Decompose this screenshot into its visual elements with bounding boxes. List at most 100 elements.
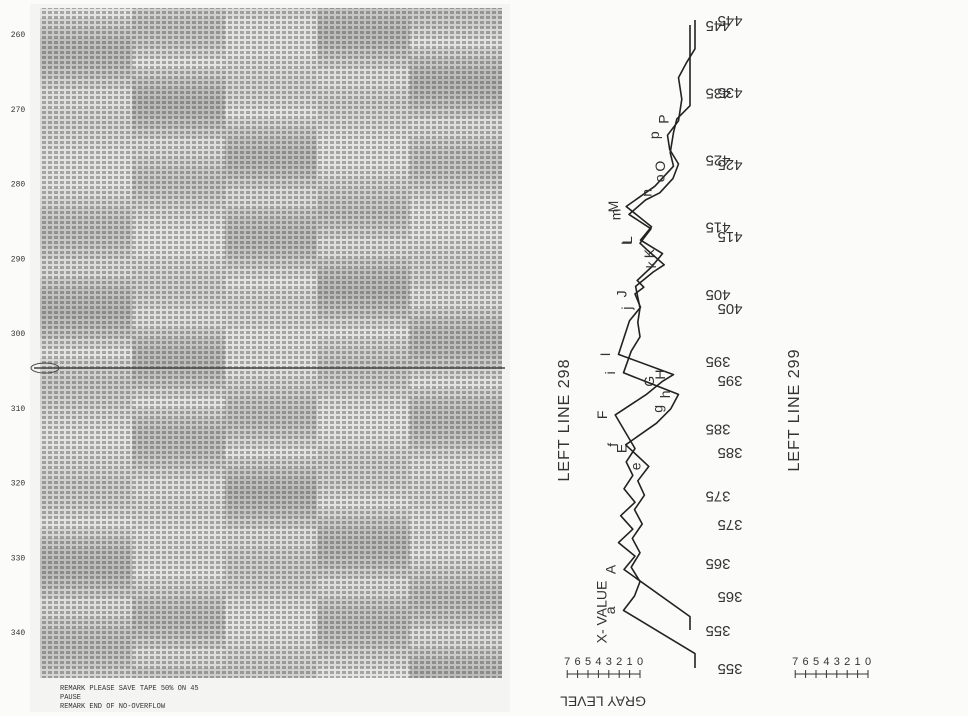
print-shade (132, 328, 224, 338)
print-shade (132, 238, 224, 248)
print-shade (317, 638, 409, 648)
print-shade (410, 58, 502, 68)
print-shade (40, 258, 132, 268)
print-shade (132, 98, 224, 108)
print-shade (40, 328, 132, 338)
print-shade (317, 198, 409, 208)
print-shade (317, 468, 409, 478)
print-shade (132, 608, 224, 618)
print-shade (40, 488, 132, 498)
print-shade (132, 378, 224, 388)
point-label: a (602, 606, 618, 614)
print-shade (40, 148, 132, 158)
x-tick-label: 385 (705, 420, 730, 437)
print-shade (40, 588, 132, 598)
print-shade (317, 288, 409, 298)
print-shade (317, 88, 409, 98)
print-shade (410, 628, 502, 638)
print-shade (132, 428, 224, 438)
print-shade (317, 8, 409, 18)
print-shade (317, 498, 409, 508)
print-shade (317, 378, 409, 388)
print-shade (317, 128, 409, 138)
print-shade (410, 408, 502, 418)
print-shade (132, 318, 224, 328)
print-shade (410, 438, 502, 448)
print-shade (132, 298, 224, 308)
print-shade (410, 8, 502, 18)
print-shade (225, 338, 317, 348)
print-shade (410, 18, 502, 28)
print-shade (225, 138, 317, 148)
point-label: P (656, 114, 672, 123)
point-label: l (619, 242, 635, 245)
print-shade (317, 118, 409, 128)
print-shade (132, 458, 224, 468)
print-shade (40, 28, 132, 38)
print-shade (225, 578, 317, 588)
print-shade (40, 218, 132, 228)
print-shade (132, 408, 224, 418)
print-shade (132, 218, 224, 228)
print-shade (410, 428, 502, 438)
print-shade (410, 278, 502, 288)
scale-tick-label: 4 (823, 656, 829, 668)
print-shade (132, 48, 224, 58)
print-shade (132, 558, 224, 568)
print-shade (410, 468, 502, 478)
print-shade (317, 138, 409, 148)
print-shade (132, 68, 224, 78)
print-shade (132, 578, 224, 588)
print-shade (132, 498, 224, 508)
print-shade (225, 58, 317, 68)
row-label: 310 (11, 405, 26, 414)
print-shade (225, 68, 317, 78)
print-shade (317, 558, 409, 568)
point-label: h (657, 391, 673, 399)
print-shade (40, 358, 132, 368)
print-shade (132, 638, 224, 648)
print-shade (40, 108, 132, 118)
print-shade (40, 388, 132, 398)
print-shade (225, 258, 317, 268)
print-shade (317, 38, 409, 48)
print-shade (225, 168, 317, 178)
print-shade (40, 58, 132, 68)
print-shade (40, 138, 132, 148)
print-shade (132, 588, 224, 598)
print-shade (410, 558, 502, 568)
print-shade (410, 98, 502, 108)
print-shade (40, 318, 132, 328)
y-axis-label: GRAY LEVEL (560, 693, 646, 709)
print-shade (40, 178, 132, 188)
print-shade (40, 548, 132, 558)
print-shade (132, 538, 224, 548)
print-shade (40, 568, 132, 578)
print-shade (225, 428, 317, 438)
print-shade (225, 518, 317, 528)
print-shade (132, 38, 224, 48)
print-shade (317, 488, 409, 498)
print-shade (317, 328, 409, 338)
print-shade (132, 438, 224, 448)
remark: PAUSE (60, 694, 81, 702)
print-shade (317, 388, 409, 398)
print-shade (317, 528, 409, 538)
print-shade (225, 498, 317, 508)
print-shade (132, 528, 224, 538)
print-shade (410, 148, 502, 158)
print-shade (317, 618, 409, 628)
print-shade (317, 268, 409, 278)
scale-tick-label: 3 (606, 656, 612, 668)
point-label: H (652, 369, 668, 379)
print-shade (132, 628, 224, 638)
print-shade (40, 468, 132, 478)
print-shade (40, 208, 132, 218)
print-shade (317, 78, 409, 88)
print-shade (410, 648, 502, 658)
print-shade (132, 158, 224, 168)
print-shade (410, 328, 502, 338)
scale-tick-label: 7 (564, 656, 570, 668)
print-shade (40, 528, 132, 538)
row-label: 340 (11, 629, 26, 638)
